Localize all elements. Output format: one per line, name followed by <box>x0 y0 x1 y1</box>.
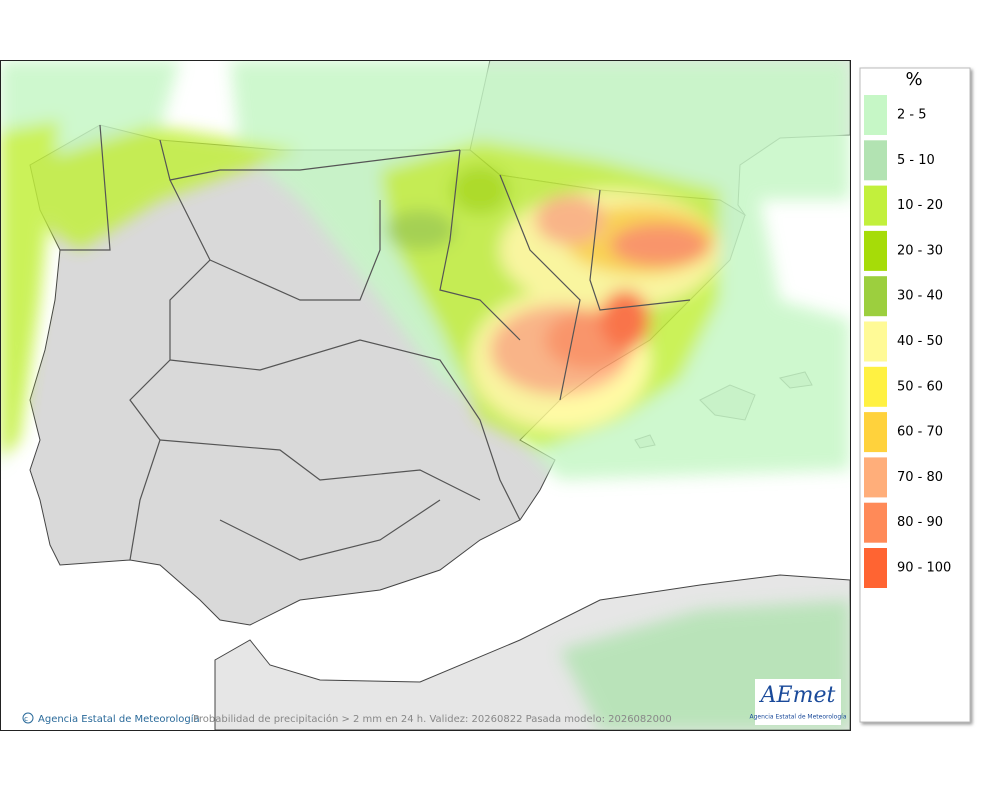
copyright-mark: c <box>24 715 28 723</box>
copyright-icon <box>22 712 34 724</box>
legend-swatch <box>864 366 887 407</box>
legend-swatch <box>864 230 887 271</box>
legend-label: 30 - 40 <box>897 289 943 304</box>
legend-swatch <box>864 321 887 362</box>
legend-swatch <box>864 502 887 543</box>
legend-label: 20 - 30 <box>897 243 943 258</box>
legend-swatch <box>864 276 887 317</box>
legend-label: 70 - 80 <box>897 470 943 485</box>
map <box>1 60 850 730</box>
legend-label: 50 - 60 <box>897 379 943 394</box>
legend-swatch <box>864 548 887 588</box>
logo: AEmet Agencia Estatal de Meteorología <box>750 679 847 725</box>
borders <box>60 124 691 561</box>
legend-items: 2 - 5 5 - 10 10 - 20 20 - 30 30 - 40 40 - 50 5… <box>864 95 951 588</box>
logo-box <box>755 679 841 725</box>
probability-field <box>1 60 850 730</box>
legend-label: 10 - 20 <box>897 198 943 213</box>
legend-label: 40 - 50 <box>897 334 943 349</box>
legend-swatch <box>864 457 887 498</box>
legend-label: 80 - 90 <box>897 515 943 530</box>
legend-label: 5 - 10 <box>897 153 935 168</box>
legend-swatch <box>864 185 887 226</box>
legend-swatch <box>864 412 887 453</box>
caption: Probabilidad de precipitación > 2 mm en … <box>193 713 672 725</box>
logo-subtitle: Agencia Estatal de Meteorología <box>750 714 847 721</box>
map-frame <box>0 60 851 731</box>
legend-label: 90 - 100 <box>897 561 951 576</box>
credit: Agencia Estatal de Meteorología <box>38 713 200 725</box>
legend-swatch <box>864 140 887 181</box>
legend-label: 2 - 5 <box>897 108 927 123</box>
logo-name: AEmet <box>759 683 836 708</box>
legend-swatch <box>864 95 887 135</box>
legend-label: 60 - 70 <box>897 425 943 440</box>
legend-title: % <box>905 69 922 90</box>
